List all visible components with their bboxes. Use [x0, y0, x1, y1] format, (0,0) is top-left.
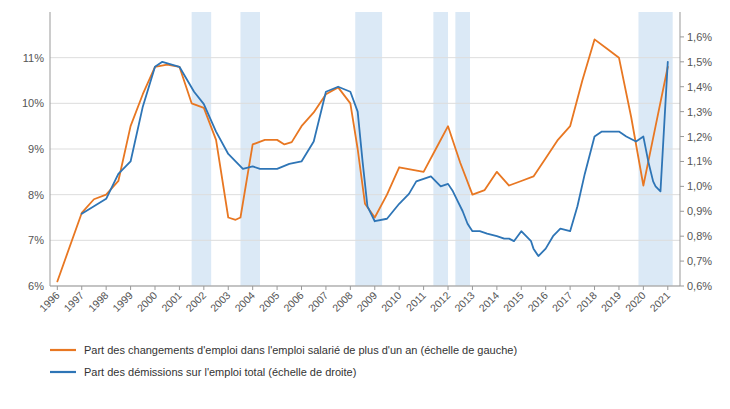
x-tick-label: 2000	[134, 289, 159, 314]
y2-tick-label: 1,3%	[687, 106, 712, 118]
x-tick	[179, 286, 180, 290]
x-tick-label: 2017	[550, 289, 575, 314]
y2-tick-label: 1,1%	[687, 155, 712, 167]
x-tick-label: 2003	[208, 289, 233, 314]
x-tick	[57, 286, 58, 290]
legend-swatch	[50, 349, 76, 351]
grid-line	[50, 194, 680, 195]
series-line	[82, 62, 668, 256]
chart: 6% 7% 8% 9% 10% 11% 0,6% 0,7% 0,8% 0,9% 1,0% 1,1% 1,…	[0, 0, 730, 409]
x-tick	[570, 286, 571, 290]
x-tick	[81, 286, 82, 290]
x-tick	[155, 286, 156, 290]
y2-tick-label: 0,8%	[687, 230, 712, 242]
x-tick-label: 2008	[330, 289, 355, 314]
y2-tick-label: 0,7%	[687, 255, 712, 267]
x-tick	[277, 286, 278, 290]
x-tick-label: 1998	[86, 289, 111, 314]
x-tick-label: 2018	[574, 289, 599, 314]
y-tick-label: 11%	[23, 52, 44, 64]
x-tick-label: 2015	[501, 289, 526, 314]
x-tick	[521, 286, 522, 290]
x-tick-label: 1999	[110, 289, 135, 314]
x-tick-label: 2004	[232, 289, 257, 314]
x-tick-label: 2013	[452, 289, 477, 314]
y2-tick	[680, 261, 684, 262]
x-tick-label: 2010	[379, 289, 404, 314]
x-tick	[448, 286, 449, 290]
x-tick	[472, 286, 473, 290]
y2-tick	[680, 61, 684, 62]
x-tick	[252, 286, 253, 290]
x-tick	[545, 286, 546, 290]
y-tick-label: 8%	[28, 189, 44, 201]
y2-tick	[680, 211, 684, 212]
x-tick-label: 1997	[61, 289, 86, 314]
grid-line	[50, 57, 680, 58]
y2-tick	[680, 286, 684, 287]
x-tick-label: 1996	[37, 289, 62, 314]
x-tick	[325, 286, 326, 290]
x-tick-label: 2005	[257, 289, 282, 314]
grid-line	[50, 286, 680, 287]
y2-tick-label: 1,5%	[687, 56, 712, 68]
y2-tick	[680, 86, 684, 87]
lines	[57, 39, 667, 281]
x-tick	[374, 286, 375, 290]
x-tick	[399, 286, 400, 290]
y-tick-label: 6%	[28, 280, 44, 292]
x-tick-label: 2021	[647, 289, 672, 314]
x-tick-label: 2007	[305, 289, 330, 314]
x-tick-label: 2014	[476, 289, 501, 314]
legend-label: Part des changements d'emploi dans l'emp…	[84, 344, 517, 356]
y2-tick-label: 1,4%	[687, 81, 712, 93]
y2-tick	[680, 186, 684, 187]
x-tick	[496, 286, 497, 290]
y2-tick-label: 1,6%	[687, 31, 712, 43]
x-tick	[301, 286, 302, 290]
legend: Part des changements d'emploi dans l'emp…	[50, 344, 517, 378]
y-tick-label: 9%	[28, 143, 44, 155]
x-tick	[130, 286, 131, 290]
x-tick	[423, 286, 424, 290]
x-tick-label: 2016	[525, 289, 550, 314]
x-tick-label: 2011	[404, 289, 429, 314]
series-line	[57, 39, 667, 281]
x-tick-label: 2019	[598, 289, 623, 314]
y-axis-line	[50, 12, 51, 286]
y2-tick	[680, 161, 684, 162]
y2-tick	[680, 111, 684, 112]
x-tick	[350, 286, 351, 290]
x-tick	[228, 286, 229, 290]
legend-label: Part des démissions sur l'emploi total (…	[84, 366, 356, 378]
x-tick	[618, 286, 619, 290]
grid-line	[50, 149, 680, 150]
y2-tick	[680, 136, 684, 137]
y2-tick-label: 1,0%	[687, 180, 712, 192]
grid-line	[50, 240, 680, 241]
x-tick-label: 2001	[159, 289, 184, 314]
x-tick	[594, 286, 595, 290]
y2-tick-label: 1,2%	[687, 131, 712, 143]
x-tick	[203, 286, 204, 290]
y2-tick-label: 0,6%	[687, 280, 712, 292]
x-tick	[643, 286, 644, 290]
y-tick-label: 10%	[22, 97, 44, 109]
x-tick-label: 2006	[281, 289, 306, 314]
x-tick-label: 2009	[354, 289, 379, 314]
y2-tick	[680, 236, 684, 237]
x-axis-line	[50, 286, 680, 287]
legend-swatch	[50, 371, 76, 373]
y2-axis-line	[680, 12, 681, 286]
x-tick-label: 2012	[427, 289, 452, 314]
y2-tick-label: 0,9%	[687, 205, 712, 217]
x-tick	[106, 286, 107, 290]
x-tick-label: 2020	[623, 289, 648, 314]
x-tick	[667, 286, 668, 290]
x-tick-label: 2002	[183, 289, 208, 314]
y2-tick	[680, 36, 684, 37]
y-tick-label: 7%	[28, 234, 44, 246]
